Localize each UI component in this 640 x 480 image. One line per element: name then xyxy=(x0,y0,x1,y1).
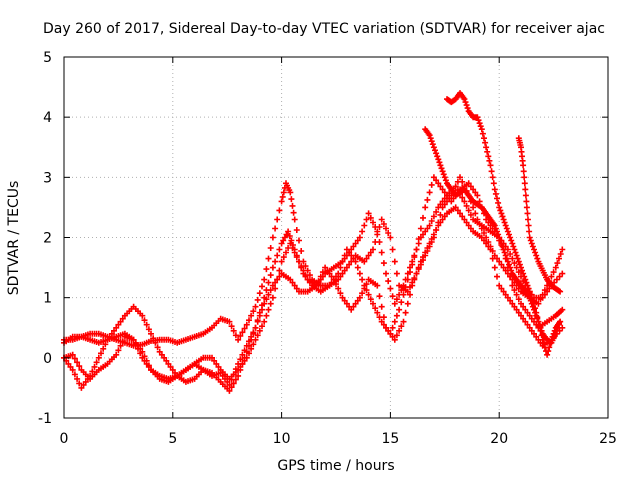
data-point-markers xyxy=(444,90,564,358)
data-series xyxy=(61,90,566,394)
x-tick-label: 15 xyxy=(381,431,399,447)
y-tick-label: 3 xyxy=(43,170,52,186)
y-tick-label: 2 xyxy=(43,231,52,247)
y-tick-label: 4 xyxy=(43,110,52,126)
x-tick-label: 20 xyxy=(490,431,508,447)
x-axis-title: GPS time / hours xyxy=(277,458,394,474)
y-axis-title: SDTVAR / TECUs xyxy=(6,181,22,296)
y-tick-label: 5 xyxy=(43,50,52,66)
y-tick-label: 1 xyxy=(43,291,52,307)
data-point-markers xyxy=(515,135,564,295)
y-tick-label: -1 xyxy=(38,411,52,427)
series-trace-6 xyxy=(444,90,564,358)
x-tick-label: 0 xyxy=(60,431,69,447)
x-tick-label: 25 xyxy=(599,431,617,447)
chart-title: Day 260 of 2017, Sidereal Day-to-day VTE… xyxy=(43,21,605,37)
y-tick-label: 0 xyxy=(43,351,52,367)
x-tick-label: 5 xyxy=(168,431,177,447)
axis-ticks: 0 5 10 15 20 25 -1 0 1 2 3 4 5 xyxy=(38,50,617,447)
series-trace-7 xyxy=(515,135,564,295)
x-tick-label: 10 xyxy=(273,431,291,447)
